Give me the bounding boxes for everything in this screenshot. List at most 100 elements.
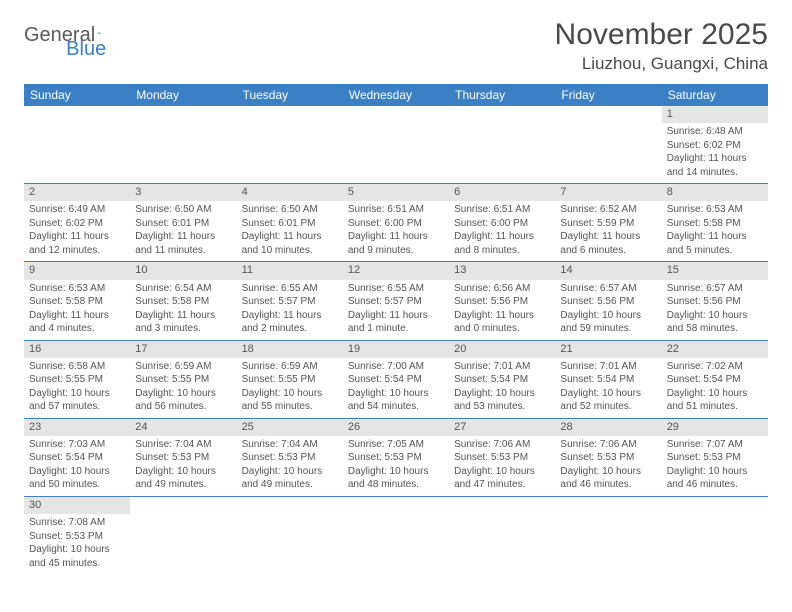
sunrise-text: Sunrise: 7:02 AM	[667, 360, 763, 374]
daylight-text: and 11 minutes.	[135, 244, 231, 258]
daylight-text: and 56 minutes.	[135, 400, 231, 414]
calendar-row: 16Sunrise: 6:58 AMSunset: 5:55 PMDayligh…	[24, 340, 768, 418]
calendar-cell: 12 Sunrise: 6:55 AMSunset: 5:57 PMDayligh…	[343, 262, 449, 340]
daylight-text: Daylight: 11 hours	[667, 152, 763, 166]
sunrise-text: Sunrise: 6:56 AM	[454, 282, 550, 296]
calendar-cell: 7Sunrise: 6:52 AMSunset: 5:59 PMDaylight…	[555, 184, 661, 262]
sunrise-text: Sunrise: 6:53 AM	[29, 282, 125, 296]
day-number: 30	[24, 497, 130, 514]
day-number: 24	[130, 419, 236, 436]
day-details: Sunrise: 6:57 AMSunset: 5:56 PMDaylight:…	[662, 280, 768, 340]
daylight-text: Daylight: 10 hours	[242, 465, 338, 479]
daylight-text: Daylight: 11 hours	[348, 230, 444, 244]
calendar-cell: 20Sunrise: 7:01 AMSunset: 5:54 PMDayligh…	[449, 340, 555, 418]
day-number: 12	[343, 262, 449, 279]
sunrise-text: Sunrise: 6:51 AM	[348, 203, 444, 217]
sunset-text: Sunset: 6:00 PM	[348, 217, 444, 231]
sunset-text: Sunset: 6:00 PM	[454, 217, 550, 231]
calendar-cell: 30Sunrise: 7:08 AMSunset: 5:53 PMDayligh…	[24, 496, 130, 574]
day-details: Sunrise: 6:51 AMSunset: 6:00 PMDaylight:…	[343, 201, 449, 261]
daylight-text: and 57 minutes.	[29, 400, 125, 414]
daylight-text: Daylight: 10 hours	[348, 465, 444, 479]
sunrise-text: Sunrise: 7:01 AM	[454, 360, 550, 374]
daylight-text: and 6 minutes.	[560, 244, 656, 258]
sunrise-text: Sunrise: 6:59 AM	[135, 360, 231, 374]
day-number: 13	[449, 262, 555, 279]
calendar-cell: 6Sunrise: 6:51 AMSunset: 6:00 PMDaylight…	[449, 184, 555, 262]
day-details: Sunrise: 6:48 AMSunset: 6:02 PMDaylight:…	[662, 123, 768, 183]
calendar-row: 2Sunrise: 6:49 AMSunset: 6:02 PMDaylight…	[24, 184, 768, 262]
daylight-text: and 12 minutes.	[29, 244, 125, 258]
sunset-text: Sunset: 5:53 PM	[454, 451, 550, 465]
daylight-text: Daylight: 10 hours	[135, 387, 231, 401]
weekday-header: Friday	[555, 84, 661, 106]
calendar-row: 1Sunrise: 6:48 AMSunset: 6:02 PMDaylight…	[24, 106, 768, 184]
daylight-text: and 3 minutes.	[135, 322, 231, 336]
daylight-text: Daylight: 11 hours	[560, 230, 656, 244]
sunrise-text: Sunrise: 6:55 AM	[242, 282, 338, 296]
daylight-text: Daylight: 10 hours	[29, 543, 125, 557]
sunrise-text: Sunrise: 7:01 AM	[560, 360, 656, 374]
sunset-text: Sunset: 5:57 PM	[348, 295, 444, 309]
daylight-text: and 54 minutes.	[348, 400, 444, 414]
sunset-text: Sunset: 5:58 PM	[135, 295, 231, 309]
weekday-header: Wednesday	[343, 84, 449, 106]
daylight-text: Daylight: 10 hours	[560, 387, 656, 401]
day-number: 1	[662, 106, 768, 123]
daylight-text: Daylight: 11 hours	[348, 309, 444, 323]
calendar-cell: 16Sunrise: 6:58 AMSunset: 5:55 PMDayligh…	[24, 340, 130, 418]
day-number: 20	[449, 341, 555, 358]
calendar-cell: 26Sunrise: 7:05 AMSunset: 5:53 PMDayligh…	[343, 418, 449, 496]
weekday-header: Tuesday	[237, 84, 343, 106]
daylight-text: Daylight: 11 hours	[454, 309, 550, 323]
sunset-text: Sunset: 5:53 PM	[560, 451, 656, 465]
daylight-text: and 1 minute.	[348, 322, 444, 336]
day-details: Sunrise: 6:55 AMSunset: 5:57 PMDaylight:…	[237, 280, 343, 340]
logo: General Blue	[24, 24, 162, 47]
daylight-text: Daylight: 11 hours	[242, 230, 338, 244]
sunrise-text: Sunrise: 6:54 AM	[135, 282, 231, 296]
calendar-cell: 21Sunrise: 7:01 AMSunset: 5:54 PMDayligh…	[555, 340, 661, 418]
calendar-cell: 15Sunrise: 6:57 AMSunset: 5:56 PMDayligh…	[662, 262, 768, 340]
daylight-text: Daylight: 10 hours	[29, 387, 125, 401]
daylight-text: Daylight: 10 hours	[135, 465, 231, 479]
calendar-cell: 28Sunrise: 7:06 AMSunset: 5:53 PMDayligh…	[555, 418, 661, 496]
sunset-text: Sunset: 5:58 PM	[667, 217, 763, 231]
calendar-cell: 1Sunrise: 6:48 AMSunset: 6:02 PMDaylight…	[662, 106, 768, 184]
calendar-cell	[130, 106, 236, 184]
sunrise-text: Sunrise: 6:50 AM	[242, 203, 338, 217]
sunrise-text: Sunrise: 6:53 AM	[667, 203, 763, 217]
daylight-text: and 53 minutes.	[454, 400, 550, 414]
day-number: 26	[343, 419, 449, 436]
day-details: Sunrise: 7:03 AMSunset: 5:54 PMDaylight:…	[24, 436, 130, 496]
daylight-text: Daylight: 10 hours	[667, 465, 763, 479]
calendar-row: 30Sunrise: 7:08 AMSunset: 5:53 PMDayligh…	[24, 496, 768, 574]
calendar-cell	[130, 496, 236, 574]
sunrise-text: Sunrise: 6:52 AM	[560, 203, 656, 217]
calendar-cell	[237, 106, 343, 184]
day-number: 5	[343, 184, 449, 201]
sunset-text: Sunset: 5:56 PM	[667, 295, 763, 309]
day-details: Sunrise: 6:56 AMSunset: 5:56 PMDaylight:…	[449, 280, 555, 340]
day-number: 27	[449, 419, 555, 436]
day-details: Sunrise: 6:49 AMSunset: 6:02 PMDaylight:…	[24, 201, 130, 261]
daylight-text: Daylight: 11 hours	[242, 309, 338, 323]
day-number: 25	[237, 419, 343, 436]
sunset-text: Sunset: 5:54 PM	[348, 373, 444, 387]
day-details: Sunrise: 6:52 AMSunset: 5:59 PMDaylight:…	[555, 201, 661, 261]
daylight-text: Daylight: 11 hours	[135, 309, 231, 323]
calendar-cell	[343, 106, 449, 184]
daylight-text: and 59 minutes.	[560, 322, 656, 336]
month-title: November 2025	[555, 18, 768, 52]
header: General Blue November 2025 Liuzhou, Guan…	[24, 18, 768, 74]
daylight-text: and 0 minutes.	[454, 322, 550, 336]
daylight-text: and 5 minutes.	[667, 244, 763, 258]
weekday-header: Sunday	[24, 84, 130, 106]
day-details: Sunrise: 6:54 AMSunset: 5:58 PMDaylight:…	[130, 280, 236, 340]
sunset-text: Sunset: 5:56 PM	[454, 295, 550, 309]
day-number: 23	[24, 419, 130, 436]
sunrise-text: Sunrise: 6:55 AM	[348, 282, 444, 296]
sunrise-text: Sunrise: 7:04 AM	[242, 438, 338, 452]
sunrise-text: Sunrise: 6:51 AM	[454, 203, 550, 217]
daylight-text: and 52 minutes.	[560, 400, 656, 414]
